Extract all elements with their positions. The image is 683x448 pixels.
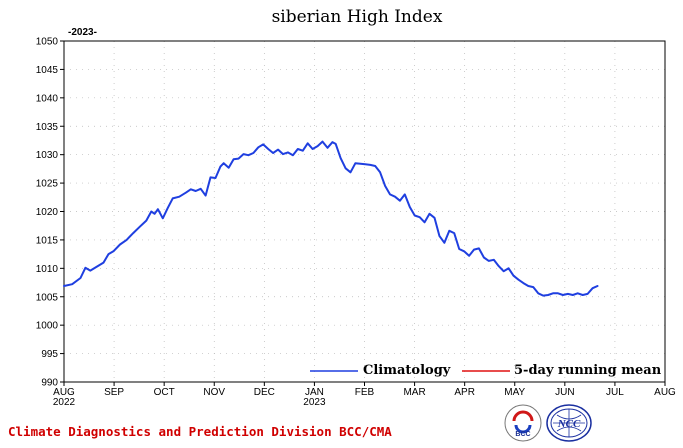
x-tick-label: MAR (403, 387, 425, 398)
y-tick-label: 990 (41, 378, 58, 389)
y-tick-label: 1025 (36, 179, 59, 190)
y-axis: 990 995 1000 1005 1010 1015 1020 1025 1030 1035 10… (36, 37, 64, 389)
y-tick-label: 1005 (36, 292, 59, 303)
x-tick-label: JUL (606, 387, 624, 398)
bcc-logo-text: BCC (515, 431, 530, 438)
ncc-logo-text: NCC (557, 418, 581, 430)
x-tick-label: AUG (53, 387, 75, 398)
chart-title: siberian High Index (272, 7, 443, 27)
y-tick-label: 1020 (36, 207, 59, 218)
legend: Climatology 5-day running mean (310, 363, 662, 378)
x-tick-year: 2022 (53, 397, 76, 408)
legend-label-climatology: Climatology (363, 363, 451, 378)
x-tick-label: JAN (305, 387, 324, 398)
y-tick-label: 995 (41, 349, 58, 360)
x-tick-label: APR (454, 387, 475, 398)
bcc-logo: BCC (504, 404, 542, 442)
grid (64, 41, 665, 382)
y-tick-label: 1050 (36, 37, 59, 48)
x-tick-label: OCT (154, 387, 175, 398)
x-tick-label: JUN (555, 387, 574, 398)
y-tick-label: 1030 (36, 150, 59, 161)
x-tick-label: SEP (104, 387, 124, 398)
x-tick-label: AUG (654, 387, 676, 398)
y-tick-label: 1010 (36, 264, 59, 275)
x-tick-year: 2023 (303, 397, 326, 408)
chart-subtitle: -2023- (68, 27, 97, 38)
y-tick-label: 1035 (36, 122, 59, 133)
x-tick-label: NOV (203, 387, 225, 398)
ncc-logo: NCC (546, 404, 592, 442)
series-line-0 (63, 140, 599, 297)
y-tick-label: 1045 (36, 65, 59, 76)
x-tick-label: MAY (504, 387, 525, 398)
y-tick-label: 1000 (36, 321, 59, 332)
series-layer (63, 140, 599, 297)
legend-label-running-mean: 5-day running mean (514, 363, 662, 378)
y-tick-label: 1015 (36, 235, 59, 246)
x-tick-label: FEB (355, 387, 375, 398)
y-tick-label: 1040 (36, 93, 59, 104)
x-tick-label: DEC (254, 387, 275, 398)
footer-credit: Climate Diagnostics and Prediction Divis… (8, 424, 392, 439)
